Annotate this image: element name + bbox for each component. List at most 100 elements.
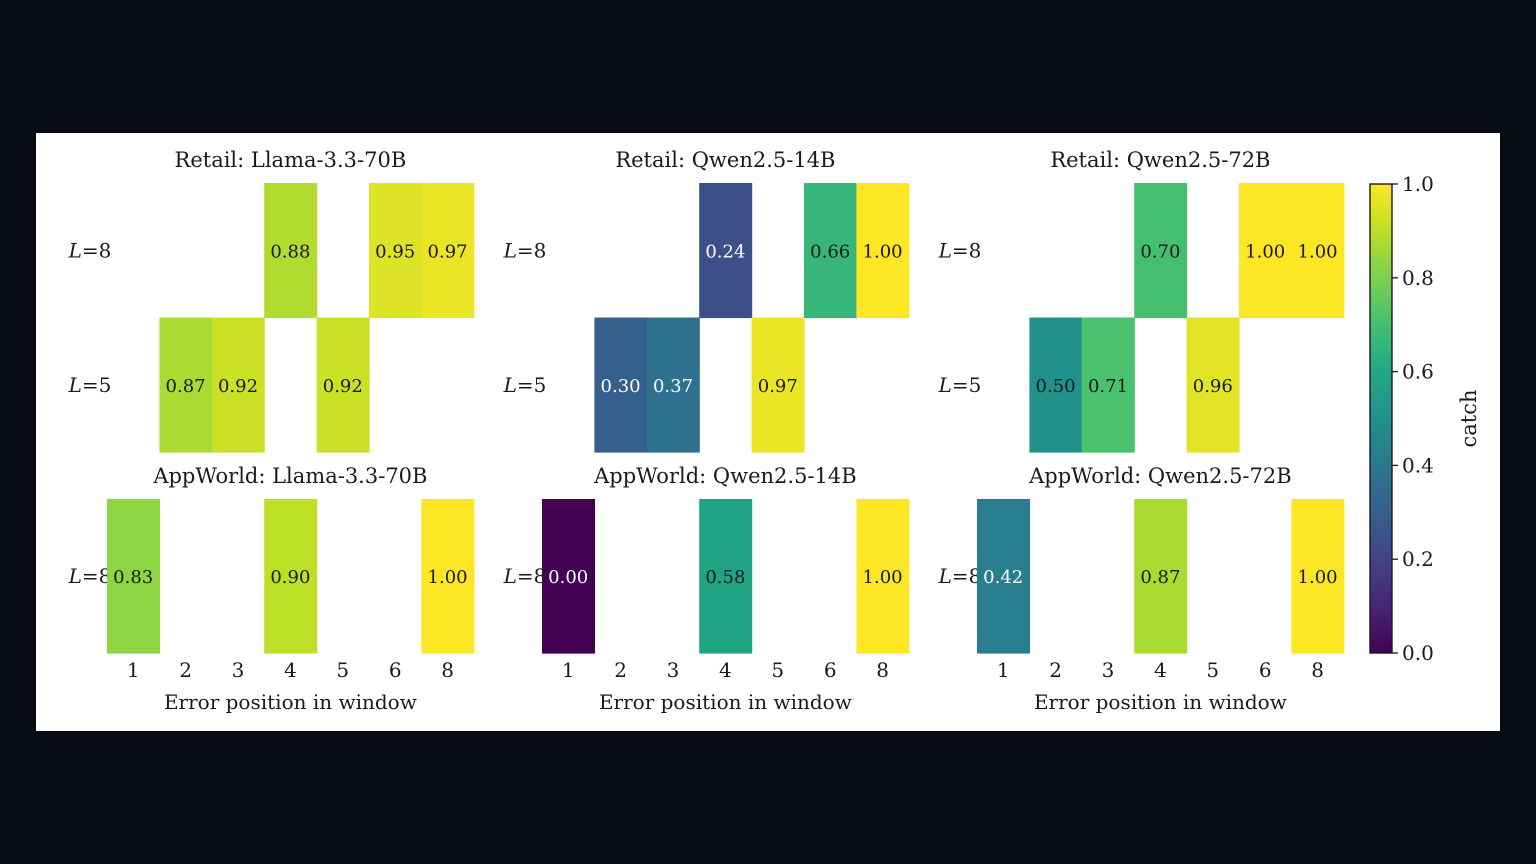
x-axis-label: Error position in window [599, 690, 852, 714]
heatmap-cell [1029, 317, 1083, 453]
heatmap-cell [1134, 499, 1188, 654]
panel-title: AppWorld: Qwen2.5-14B [593, 464, 857, 488]
colorbar: 0.0 0.2 0.4 0.6 0.8 1.0 catch [1369, 172, 1481, 665]
heatmap-cell [421, 499, 475, 654]
row-label: L=8 [503, 564, 547, 588]
x-tick-label: 3 [1102, 658, 1115, 682]
cell-value-label: 1.00 [1298, 241, 1338, 262]
cell-value-label: 0.88 [270, 241, 310, 262]
x-tick-label: 8 [876, 658, 889, 682]
cell-value-label: 0.37 [653, 376, 693, 397]
colorbar-tick-label: 0.4 [1402, 453, 1434, 477]
x-tick-label: 4 [1154, 658, 1167, 682]
cell-value-label: 0.92 [218, 376, 258, 397]
heatmap-panel: AppWorld: Llama-3.3-70B L=8 0.83 0.90 1.00 1 2… [68, 464, 475, 714]
x-tick-label: 4 [719, 658, 732, 682]
cell-value-label: 0.96 [1193, 376, 1233, 397]
heatmap-cell [542, 499, 595, 654]
x-tick-label: 8 [441, 658, 454, 682]
x-tick-label: 3 [232, 658, 245, 682]
cell-value-label: 1.00 [428, 567, 468, 588]
heatmap-cell [977, 499, 1030, 654]
cell-value-label: 0.66 [810, 241, 850, 262]
colorbar-tick-label: 0.6 [1402, 360, 1434, 384]
row-label: L=8 [68, 564, 112, 588]
cell-value-label: 1.00 [1245, 241, 1285, 262]
heatmap-cell [856, 499, 910, 654]
cell-value-label: 0.30 [601, 376, 641, 397]
x-tick-label: 5 [1206, 658, 1219, 682]
heatmap-cell [264, 183, 318, 319]
cell-value-label: 0.87 [1140, 567, 1180, 588]
cell-value-label: 1.00 [863, 241, 903, 262]
heatmap-cell [264, 499, 318, 654]
heatmap-cell [1081, 317, 1135, 453]
panel-title: Retail: Qwen2.5-72B [1050, 148, 1270, 172]
colorbar-tick-label: 0.8 [1402, 266, 1434, 290]
heatmap-cell [751, 317, 805, 453]
cell-value-label: 0.00 [548, 567, 588, 588]
x-tick-label: 2 [614, 658, 627, 682]
panel-title: Retail: Llama-3.3-70B [175, 148, 407, 172]
cell-value-label: 0.58 [705, 567, 745, 588]
heatmap-cell [646, 317, 700, 453]
row-label: L=5 [503, 373, 547, 397]
cell-value-label: 0.70 [1140, 241, 1180, 262]
cell-value-label: 0.90 [270, 567, 310, 588]
panel-title: Retail: Qwen2.5-14B [615, 148, 835, 172]
cell-value-label: 0.83 [113, 567, 153, 588]
x-tick-label: 4 [284, 658, 297, 682]
x-axis-label: Error position in window [1034, 690, 1287, 714]
colorbar-gradient [1369, 183, 1393, 654]
colorbar-tick-label: 0.0 [1402, 641, 1434, 665]
heatmap-cell [159, 317, 213, 453]
heatmap-cell [1291, 499, 1345, 654]
colorbar-tick-label: 1.0 [1402, 172, 1434, 196]
cell-value-label: 1.00 [1298, 567, 1338, 588]
heatmap-cell [369, 183, 422, 319]
x-tick-label: 6 [824, 658, 837, 682]
heatmap-cell [1291, 183, 1345, 319]
heatmap-cell [699, 499, 753, 654]
heatmap-cell [107, 499, 160, 654]
heatmap-cell [699, 183, 753, 319]
x-tick-label: 5 [771, 658, 784, 682]
heatmap-cell [1186, 317, 1240, 453]
colorbar-label: catch [1457, 389, 1481, 447]
x-tick-label: 2 [1049, 658, 1062, 682]
x-tick-label: 1 [562, 658, 575, 682]
heatmap-panel: Retail: Qwen2.5-14B L=8 0.24 0.66 1.00 L=5 0.3… [503, 148, 910, 453]
heatmap-cell [594, 317, 648, 453]
x-tick-label: 8 [1311, 658, 1324, 682]
colorbar-tick-label: 0.2 [1402, 547, 1434, 571]
heatmap-panel: AppWorld: Qwen2.5-72B L=8 0.42 0.87 1.00 1 2 3 4… [938, 464, 1345, 714]
row-label: L=8 [938, 238, 982, 262]
row-label: L=8 [503, 238, 547, 262]
cell-value-label: 0.50 [1036, 376, 1076, 397]
heatmap-cell [804, 183, 857, 319]
row-label: L=5 [938, 373, 982, 397]
cell-value-label: 0.87 [166, 376, 206, 397]
heatmap-panel: AppWorld: Qwen2.5-14B L=8 0.00 0.58 1.00 1 2 3 4… [503, 464, 910, 714]
heatmap-cell [211, 317, 265, 453]
cell-value-label: 0.92 [323, 376, 363, 397]
cell-value-label: 0.71 [1088, 376, 1128, 397]
figure-canvas: Retail: Llama-3.3-70B L=8 0.88 0.95 0.97 L=5 0… [36, 133, 1500, 731]
panel-title: AppWorld: Qwen2.5-72B [1028, 464, 1292, 488]
row-label: L=5 [68, 373, 112, 397]
row-label: L=8 [68, 238, 112, 262]
x-tick-label: 2 [179, 658, 192, 682]
heatmap-cell [856, 183, 910, 319]
x-axis-label: Error position in window [164, 690, 417, 714]
cell-value-label: 0.24 [705, 241, 745, 262]
x-tick-label: 6 [1259, 658, 1272, 682]
x-tick-label: 5 [336, 658, 349, 682]
row-label: L=8 [938, 564, 982, 588]
x-tick-label: 1 [127, 658, 140, 682]
cell-value-label: 0.95 [375, 241, 415, 262]
heatmap-panel: Retail: Llama-3.3-70B L=8 0.88 0.95 0.97 L=5 0… [68, 148, 475, 453]
heatmap-cell [1239, 183, 1292, 319]
x-tick-label: 6 [389, 658, 402, 682]
heatmap-panel: Retail: Qwen2.5-72B L=8 0.70 1.00 1.00 L=5 0.5… [938, 148, 1345, 453]
